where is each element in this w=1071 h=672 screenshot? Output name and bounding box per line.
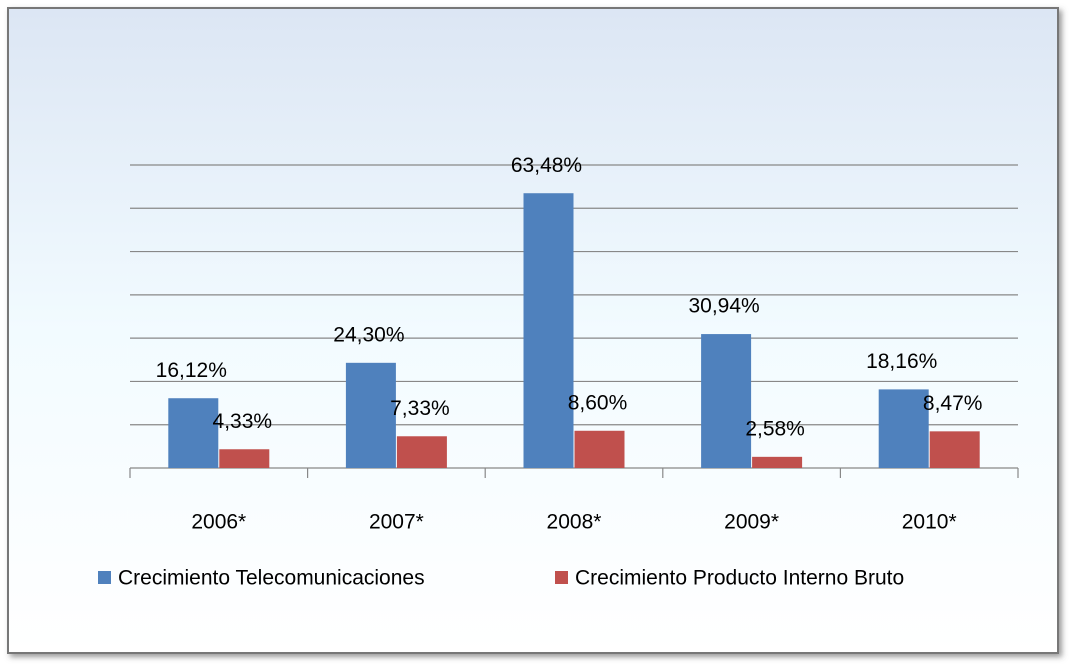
x-tick-label: 2009* [724, 511, 779, 534]
data-label: 7,33% [390, 397, 450, 420]
data-label: 30,94% [688, 295, 759, 318]
bar [878, 389, 929, 468]
x-tick-label: 2008* [547, 511, 602, 534]
x-tick-label: 2010* [902, 511, 957, 534]
bar [523, 193, 574, 468]
legend-label: Crecimiento Producto Interno Bruto [575, 567, 904, 590]
legend-swatch [98, 571, 111, 584]
legend-label: Crecimiento Telecomunicaciones [118, 567, 425, 590]
bar [396, 436, 447, 468]
bar [752, 456, 803, 468]
data-label: 8,47% [923, 392, 983, 415]
x-tick-label: 2007* [369, 511, 424, 534]
x-tick-label: 2006* [191, 511, 246, 534]
data-label: 4,33% [213, 410, 273, 433]
bar [929, 431, 980, 468]
bar [574, 430, 625, 468]
data-label: 2,58% [745, 417, 805, 440]
data-label: 18,16% [866, 350, 937, 373]
legend-swatch [555, 571, 568, 584]
data-label: 63,48% [511, 154, 582, 177]
bar [701, 334, 752, 468]
bar [345, 362, 396, 468]
data-label: 24,30% [333, 323, 404, 346]
data-label: 8,60% [568, 391, 628, 414]
data-label: 16,12% [156, 359, 227, 382]
bar [168, 398, 219, 468]
bar [219, 449, 270, 468]
